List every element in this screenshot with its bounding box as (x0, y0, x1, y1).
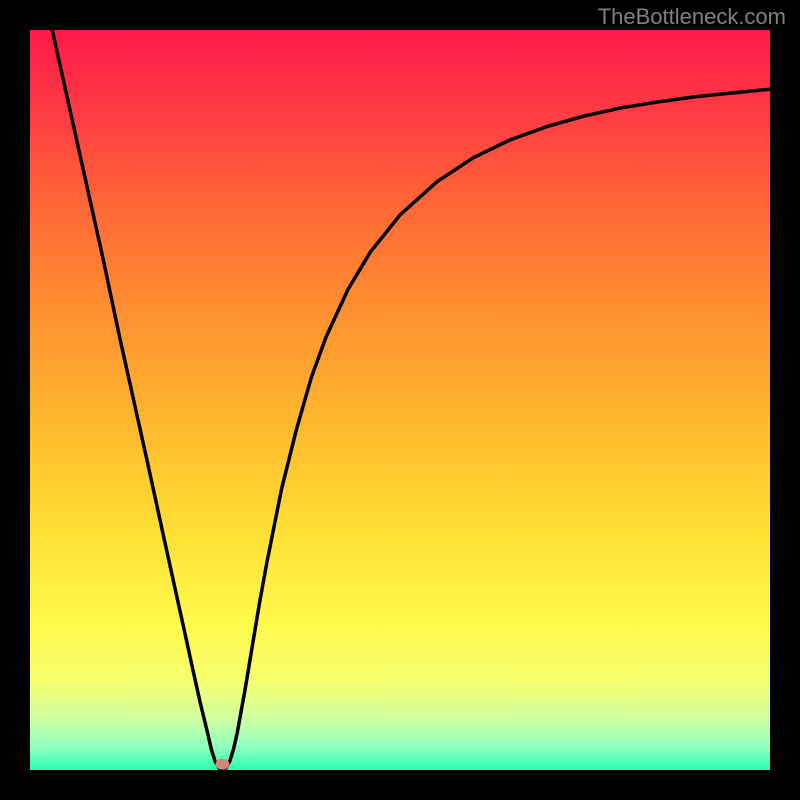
chart-container: TheBottleneck.com (0, 0, 800, 800)
optimal-point-marker (215, 759, 229, 770)
watermark-text: TheBottleneck.com (598, 4, 786, 30)
bottleneck-chart (0, 0, 800, 800)
chart-background (30, 30, 770, 770)
